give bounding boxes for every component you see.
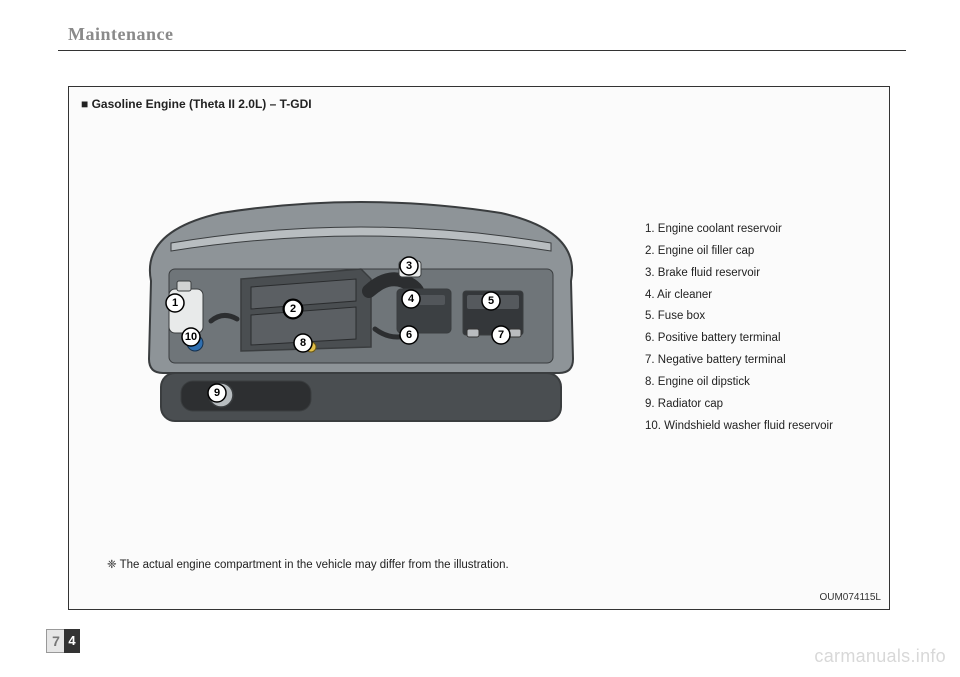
engine-diagram: 1 2 3 4 5 6 7 8 9 10 <box>111 151 611 451</box>
legend-item: 8. Engine oil dipstick <box>645 372 877 394</box>
image-code: OUM074115L <box>819 592 881 603</box>
svg-text:4: 4 <box>408 293 415 305</box>
legend-item: 3. Brake fluid reservoir <box>645 263 877 285</box>
content-frame: ■ Gasoline Engine (Theta II 2.0L) – T-GD… <box>68 86 890 610</box>
legend-item: 2. Engine oil filler cap <box>645 241 877 263</box>
legend-item: 4. Air cleaner <box>645 285 877 307</box>
footnote: ❈ The actual engine compartment in the v… <box>107 557 509 571</box>
title-prefix: ■ <box>81 97 92 111</box>
svg-text:1: 1 <box>172 297 178 309</box>
svg-text:6: 6 <box>406 329 412 341</box>
page-tab: 7 4 <box>46 629 80 653</box>
page-number: 4 <box>64 629 80 653</box>
chapter-number: 7 <box>46 629 66 653</box>
engine-title: ■ Gasoline Engine (Theta II 2.0L) – T-GD… <box>81 97 312 111</box>
title-text: Gasoline Engine (Theta II 2.0L) – T-GDI <box>92 97 312 111</box>
header-rule <box>58 50 906 51</box>
svg-text:2: 2 <box>290 303 296 315</box>
legend-item: 6. Positive battery terminal <box>645 328 877 350</box>
legend-item: 5. Fuse box <box>645 306 877 328</box>
svg-text:8: 8 <box>300 337 306 349</box>
svg-text:9: 9 <box>214 387 220 399</box>
legend-item: 7. Negative battery terminal <box>645 350 877 372</box>
footnote-text: The actual engine compartment in the veh… <box>120 559 509 571</box>
section-title: Maintenance <box>68 24 173 45</box>
legend-item: 1. Engine coolant reservoir <box>645 219 877 241</box>
svg-text:7: 7 <box>498 329 504 341</box>
svg-text:5: 5 <box>488 295 494 307</box>
legend-item: 9. Radiator cap <box>645 394 877 416</box>
legend-list: 1. Engine coolant reservoir2. Engine oil… <box>645 219 877 437</box>
footnote-prefix: ❈ <box>107 559 120 571</box>
engine-svg: 1 2 3 4 5 6 7 8 9 10 <box>111 151 611 451</box>
svg-text:10: 10 <box>185 331 197 343</box>
watermark: carmanuals.info <box>814 646 946 667</box>
svg-text:3: 3 <box>406 260 412 272</box>
legend-item: 10. Windshield washer fluid reservoir <box>645 416 877 438</box>
